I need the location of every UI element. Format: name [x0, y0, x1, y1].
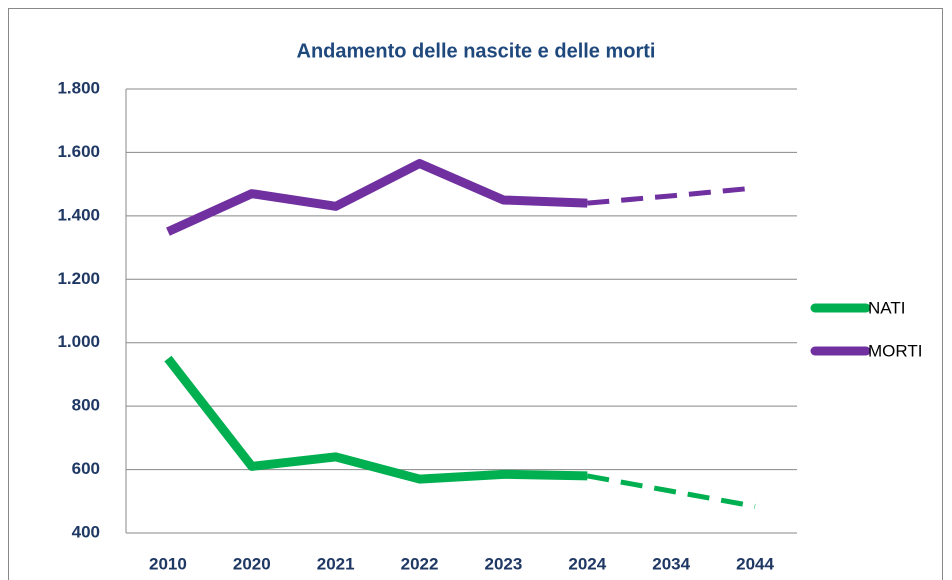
y-tick-label: 1.600 — [57, 142, 100, 161]
x-tick-label: 2044 — [736, 554, 774, 573]
x-tick-label: 2022 — [401, 554, 439, 573]
chart-title: Andamento delle nascite e delle morti — [297, 40, 656, 62]
chart-frame — [8, 8, 943, 580]
x-tick-label: 2010 — [149, 554, 187, 573]
series-line-projection — [586, 473, 756, 509]
x-tick-label: 2024 — [568, 554, 606, 573]
y-tick-label: 1.200 — [57, 269, 100, 288]
y-tick-label: 1.800 — [57, 78, 100, 97]
y-tick-label: 800 — [72, 396, 100, 415]
x-tick-label: 2034 — [652, 554, 690, 573]
series-line — [164, 355, 588, 484]
legend-label: NATI — [868, 298, 905, 317]
x-tick-label: 2020 — [233, 554, 271, 573]
x-tick-label: 2023 — [485, 554, 523, 573]
legend-label: MORTI — [868, 341, 922, 360]
x-tick-label: 2021 — [317, 554, 355, 573]
series-line — [166, 159, 588, 236]
series-line-projection — [587, 185, 756, 206]
y-tick-label: 600 — [72, 459, 100, 478]
y-tick-label: 400 — [72, 522, 100, 541]
y-tick-label: 1.000 — [57, 332, 100, 351]
y-tick-label: 1.400 — [57, 205, 100, 224]
